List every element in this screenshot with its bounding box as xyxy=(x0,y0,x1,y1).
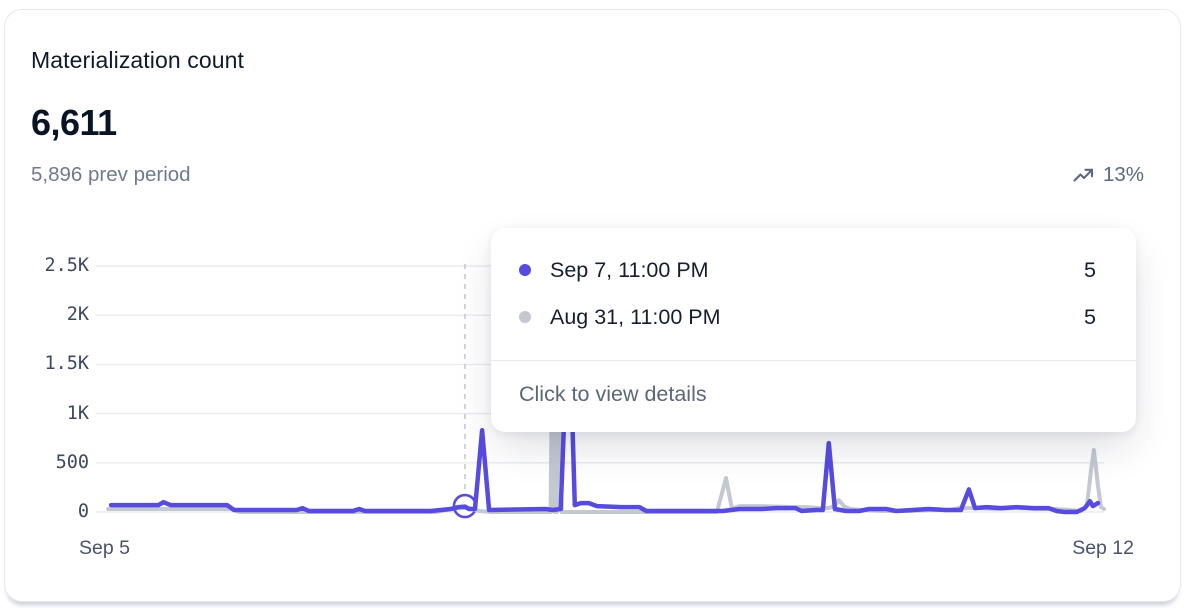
current-series-dot-icon xyxy=(519,264,531,276)
trend-badge: 13% xyxy=(1073,163,1144,187)
previous-series-dot-icon xyxy=(519,311,531,323)
tooltip-value-current: 5 xyxy=(1084,257,1096,282)
tooltip-row-current: Sep 7, 11:00 PM 5 xyxy=(519,253,1108,287)
line-chart-plot[interactable] xyxy=(91,256,1109,519)
page-title: Materialization count xyxy=(31,47,245,73)
x-axis-start-label: Sep 5 xyxy=(79,537,130,559)
y-axis-tick: 500 xyxy=(55,452,89,473)
trending-up-icon xyxy=(1073,168,1094,183)
tooltip-row-previous: Aug 31, 11:00 PM 5 xyxy=(519,300,1108,334)
tooltip-rows: Sep 7, 11:00 PM 5 Aug 31, 11:00 PM 5 xyxy=(491,228,1136,334)
tooltip-value-previous: 5 xyxy=(1084,304,1096,329)
x-axis-end-label: Sep 12 xyxy=(1072,537,1134,559)
y-axis-tick: 1K xyxy=(66,403,89,424)
chart-tooltip[interactable]: Sep 7, 11:00 PM 5 Aug 31, 11:00 PM 5 Cli… xyxy=(491,228,1136,432)
y-axis-tick: 2.5K xyxy=(44,255,89,276)
y-axis-tick: 2K xyxy=(66,304,89,325)
tooltip-date-current: Sep 7, 11:00 PM xyxy=(550,257,709,282)
prev-period-value: 5,896 prev period xyxy=(31,163,191,186)
tooltip-divider xyxy=(491,360,1136,361)
y-axis-tick: 0 xyxy=(77,501,89,522)
metric-value: 6,611 xyxy=(31,102,117,143)
tooltip-date-previous: Aug 31, 11:00 PM xyxy=(550,304,721,329)
metric-chart-card: Materialization count 6,611 5,896 prev p… xyxy=(4,9,1181,602)
y-axis-tick: 1.5K xyxy=(44,353,89,374)
trend-percent: 13% xyxy=(1102,163,1144,186)
tooltip-footer[interactable]: Click to view details xyxy=(519,382,707,406)
